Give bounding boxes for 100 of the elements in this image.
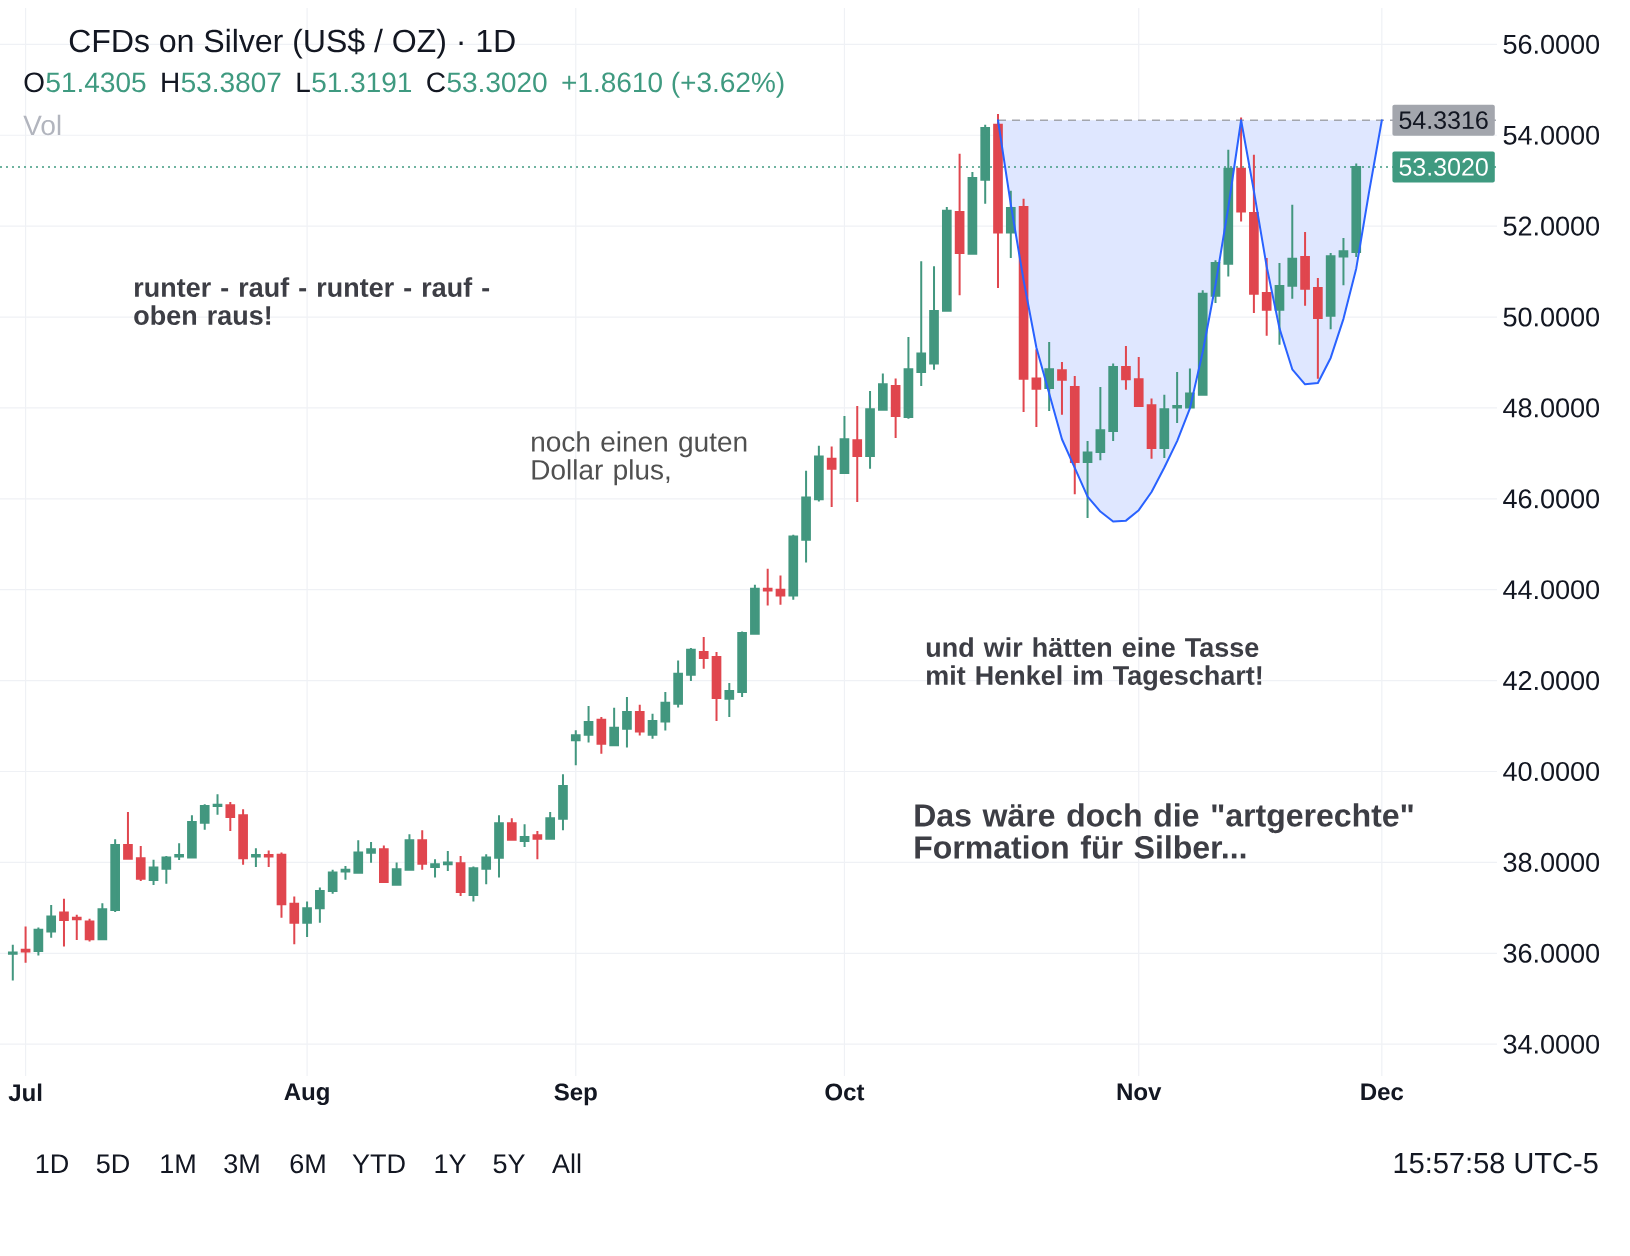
candlestick — [609, 706, 619, 748]
y-tick-label: 50.0000 — [1503, 307, 1600, 327]
candlestick — [199, 803, 210, 831]
candlestick — [596, 715, 607, 755]
y-tick-label: 40.0000 — [1503, 761, 1600, 782]
candlestick — [1159, 393, 1170, 459]
y-tick-label: 42.0000 — [1503, 671, 1600, 691]
annotation: 51.4305 — [46, 72, 146, 93]
text: YTD — [352, 1154, 405, 1173]
candlestick — [801, 469, 811, 564]
candlestick — [46, 904, 57, 939]
candlestick — [1287, 203, 1298, 300]
x-tick-label: Nov — [1117, 1083, 1162, 1101]
text: 1D — [36, 1154, 68, 1173]
candlestick — [583, 705, 594, 744]
candlestick — [941, 206, 952, 312]
candlestick — [1121, 345, 1131, 391]
candlestick — [686, 646, 696, 683]
candlestick — [634, 703, 645, 737]
candlestick — [903, 336, 914, 420]
candlestick — [251, 847, 261, 868]
candlestick — [302, 900, 312, 938]
candlestick — [225, 800, 236, 833]
text: All — [552, 1153, 581, 1173]
candlestick — [711, 650, 722, 723]
text: 1Y — [435, 1154, 466, 1173]
candlestick — [212, 793, 223, 816]
candlestick — [442, 850, 453, 873]
candlestick — [1069, 375, 1080, 496]
candlestick — [993, 112, 1003, 289]
candlestick — [506, 817, 517, 841]
candlestick — [852, 405, 863, 503]
candlestick — [289, 895, 300, 946]
annotation: +1.8610 (+3.62%) — [562, 71, 784, 98]
candlestick — [724, 681, 735, 718]
annotation: 53.3807 — [181, 72, 281, 93]
candlestick — [263, 849, 274, 868]
candlestick — [1133, 356, 1144, 409]
candlestick — [1236, 116, 1246, 223]
annotation: H — [162, 72, 178, 92]
candlestick — [660, 690, 671, 732]
candlestick — [430, 858, 440, 879]
text: 6M — [290, 1154, 325, 1174]
y-tick-label: 46.0000 — [1503, 489, 1600, 509]
candlestick — [775, 574, 786, 606]
candlestick — [1274, 261, 1285, 346]
annotation: und wir hätten eine Tasse mit Henkel im Tageschart! — [926, 637, 1262, 691]
candlestick — [238, 808, 248, 866]
x-tick-label: Oct — [825, 1083, 865, 1101]
candlestick — [647, 712, 658, 740]
annotation: 51.3191 — [312, 72, 412, 93]
annotation: L — [297, 72, 310, 92]
candlestick — [1313, 276, 1323, 380]
candlestick — [673, 659, 683, 709]
candlestick — [1108, 362, 1118, 443]
text: 15:57:58 UTC-5 — [1394, 1152, 1598, 1174]
y-tick-label: 56.0000 — [1503, 34, 1600, 54]
candlestick — [1249, 153, 1259, 314]
candlestick — [1082, 440, 1093, 519]
candlestick — [839, 415, 850, 474]
candlestick — [353, 839, 364, 874]
candlestick — [148, 858, 159, 887]
candlestick — [545, 810, 556, 840]
candlestick — [481, 853, 492, 886]
candlestick — [315, 886, 325, 924]
candlestick — [327, 868, 338, 895]
candlestick — [20, 925, 31, 964]
candlestick — [161, 855, 172, 885]
candlestick — [110, 838, 120, 913]
candlestick — [366, 840, 376, 864]
y-tick-label: 52.0000 — [1503, 216, 1600, 236]
candlestick — [417, 829, 428, 871]
annotation: runter - rauf - runter - rauf - oben raus! — [134, 277, 490, 326]
candlestick — [737, 630, 747, 698]
candlestick — [1044, 341, 1055, 413]
candlestick — [788, 533, 799, 601]
y-tick-label: 36.0000 — [1503, 943, 1600, 963]
annotation: C — [427, 72, 445, 93]
candlestick — [826, 445, 837, 508]
candlestick — [71, 913, 82, 942]
candlestick — [890, 377, 901, 439]
candlestick — [622, 695, 632, 749]
candlestick — [494, 814, 504, 879]
candlestick — [570, 729, 581, 767]
x-tick-label: Dec — [1361, 1083, 1404, 1101]
y-tick-label: 38.0000 — [1503, 852, 1600, 872]
candlestick — [929, 265, 939, 371]
candlestick — [532, 830, 543, 861]
candlestick — [762, 567, 773, 607]
candlestick — [558, 773, 568, 832]
candlestick — [1172, 371, 1182, 424]
annotation: Das wäre doch die "artgerechte" Formation für Silber... — [915, 803, 1413, 859]
text: CFDs on Silver (US$ / OZ) · 1D — [69, 28, 515, 59]
candlestick — [916, 260, 927, 388]
x-tick-label: Sep — [554, 1083, 597, 1106]
candlestick — [1031, 348, 1042, 429]
candlestick — [1261, 256, 1272, 337]
candlestick — [954, 152, 965, 297]
candlestick — [1057, 361, 1067, 416]
candlestick — [123, 810, 133, 860]
